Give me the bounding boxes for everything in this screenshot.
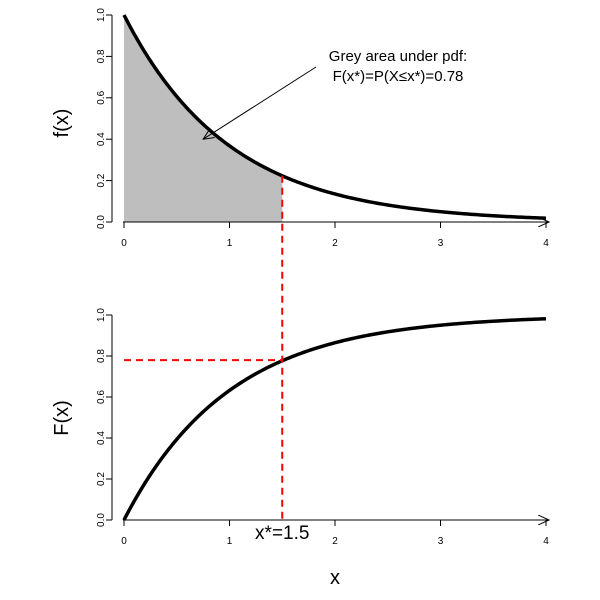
cdf-x-tick-label: 3 [438, 536, 444, 547]
cdf-x-tick-label: 0 [121, 536, 127, 547]
cdf-y-tick-label: 0.2 [96, 472, 107, 486]
pdf-y-tick-label: 1.0 [96, 8, 107, 22]
pdf-y-tick-label: 0.4 [96, 132, 107, 146]
cdf-y-tick-label: 0.4 [96, 431, 107, 445]
pdf-x-tick-label: 2 [332, 238, 338, 249]
pdf-curve [122, 14, 547, 220]
pdf-panel: 0.0 0.2 0.4 0.6 0.8 1.0 0 1 2 3 4 f(x) Grey area … [51, 8, 549, 249]
cdf-x-tick-label: 2 [332, 536, 338, 547]
cdf-x-axis: 0 1 2 3 4 [121, 520, 549, 547]
cdf-y-tick-label: 1.0 [96, 308, 107, 322]
annotation-line-1: Grey area under pdf: [329, 48, 467, 65]
pdf-y-tick-label: 0.2 [96, 173, 107, 187]
cdf-y-tick-label: 0.6 [96, 390, 107, 404]
annotation-line-2: F(x*)=P(X≤x*)=0.78 [333, 68, 464, 85]
cdf-x-tick-label: 1 [227, 536, 233, 547]
pdf-x-axis: 0 1 2 3 4 [121, 222, 549, 249]
pdf-y-tick-label: 0.8 [96, 49, 107, 63]
pdf-y-axis-title: f(x) [51, 109, 73, 138]
pdf-y-tick-label: 0.6 [96, 90, 107, 104]
pdf-y-tick-label: 0.0 [96, 215, 107, 229]
pdf-shaded-area [124, 15, 283, 222]
pdf-x-tick-label: 0 [121, 238, 127, 249]
x-star-label: x*=1.5 [255, 523, 309, 544]
cdf-y-tick-label: 0.8 [96, 349, 107, 363]
cdf-curve [122, 317, 547, 521]
pdf-x-tick-label: 1 [227, 238, 233, 249]
annotation-arrow [203, 66, 317, 139]
pdf-x-tick-label: 4 [543, 238, 549, 249]
cdf-y-axis: 0.0 0.2 0.4 0.6 0.8 1.0 [96, 308, 113, 527]
cdf-x-tick-label: 4 [543, 536, 549, 547]
pdf-y-axis: 0.0 0.2 0.4 0.6 0.8 1.0 [96, 8, 113, 229]
cdf-panel: 0.0 0.2 0.4 0.6 0.8 1.0 0 1 2 3 4 F(x) x [51, 308, 549, 589]
cdf-y-tick-label: 0.0 [96, 513, 107, 527]
pdf-x-tick-label: 3 [438, 238, 444, 249]
cdf-y-axis-title: F(x) [51, 400, 73, 436]
cdf-x-axis-title: x [330, 567, 340, 589]
